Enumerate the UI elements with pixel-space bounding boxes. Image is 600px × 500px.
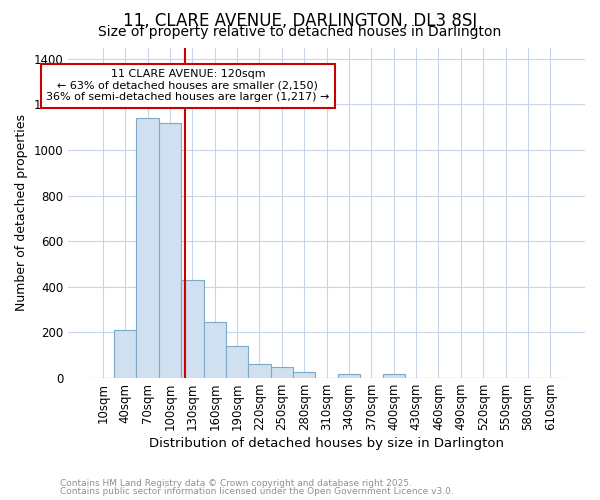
- Text: Contains public sector information licensed under the Open Government Licence v3: Contains public sector information licen…: [60, 487, 454, 496]
- Bar: [181, 280, 203, 378]
- Bar: [383, 374, 405, 378]
- Text: 11 CLARE AVENUE: 120sqm
← 63% of detached houses are smaller (2,150)
36% of semi: 11 CLARE AVENUE: 120sqm ← 63% of detache…: [46, 69, 329, 102]
- Bar: [248, 364, 271, 378]
- Bar: [136, 118, 159, 378]
- Bar: [338, 374, 360, 378]
- Y-axis label: Number of detached properties: Number of detached properties: [15, 114, 28, 311]
- Bar: [114, 330, 136, 378]
- Text: Contains HM Land Registry data © Crown copyright and database right 2025.: Contains HM Land Registry data © Crown c…: [60, 478, 412, 488]
- Bar: [226, 346, 248, 378]
- Bar: [203, 322, 226, 378]
- X-axis label: Distribution of detached houses by size in Darlington: Distribution of detached houses by size …: [149, 437, 504, 450]
- Bar: [271, 368, 293, 378]
- Text: Size of property relative to detached houses in Darlington: Size of property relative to detached ho…: [98, 25, 502, 39]
- Bar: [293, 372, 316, 378]
- Text: 11, CLARE AVENUE, DARLINGTON, DL3 8SJ: 11, CLARE AVENUE, DARLINGTON, DL3 8SJ: [123, 12, 477, 30]
- Bar: [159, 122, 181, 378]
